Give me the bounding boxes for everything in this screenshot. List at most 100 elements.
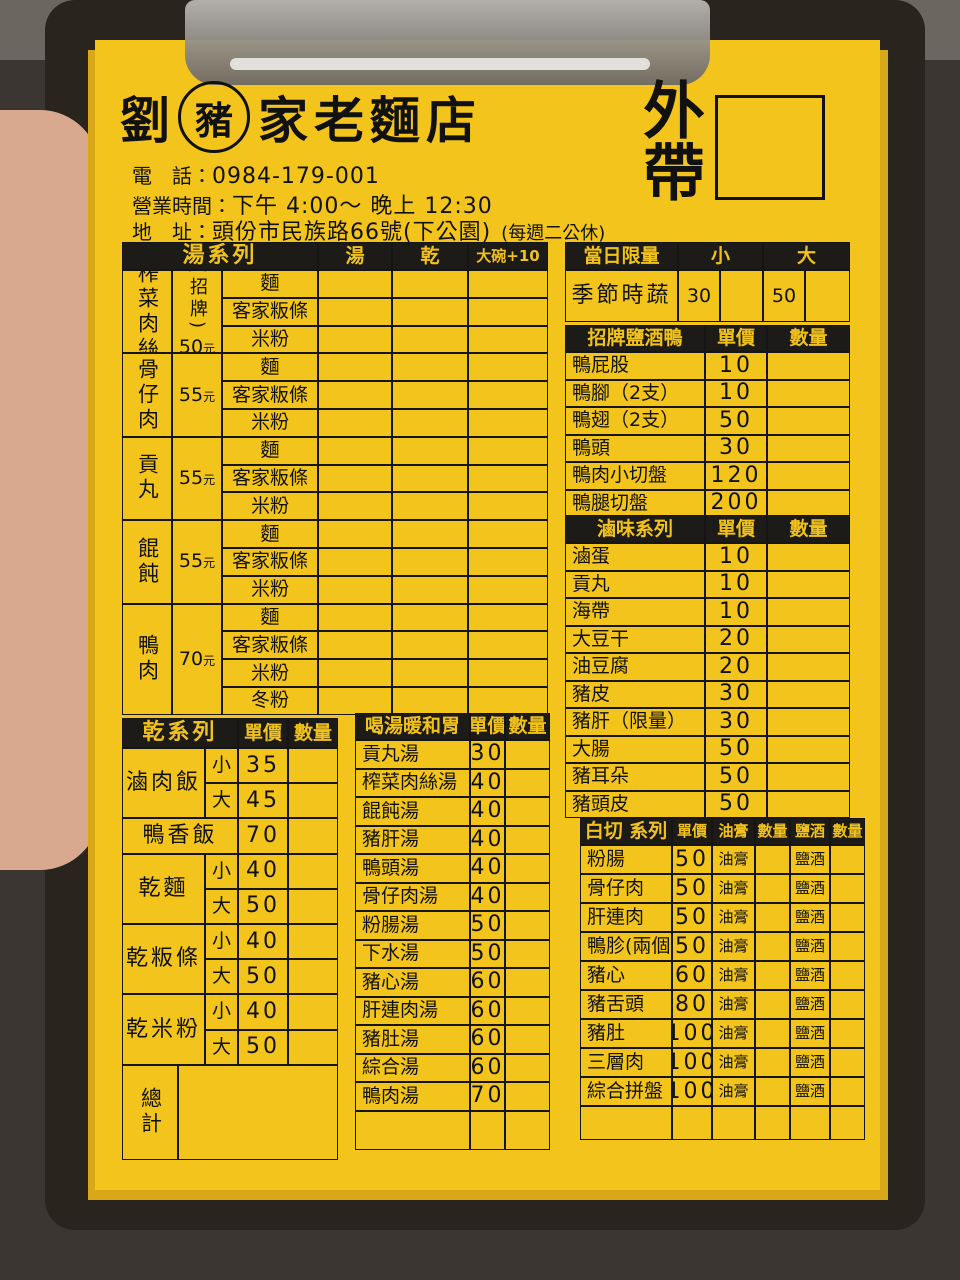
section-title: 喝湯暖和胃 [355,713,470,740]
info-value: 0984-179-001 [212,164,380,189]
empty-cell [767,680,850,708]
shop-name-rest: 家老麵店 [258,91,482,150]
option: 客家粄條 [222,381,318,409]
empty-cell [288,748,338,784]
empty-cell [318,548,392,576]
empty-cell [830,1048,865,1077]
empty-cell [755,990,790,1019]
price-cell: 55元 [172,353,222,437]
empty-cell [830,903,865,932]
column-header: 大碗+10 [468,242,548,270]
item-name: 骨仔肉 [122,353,172,437]
item-name: 海帶 [565,598,705,626]
empty-cell [318,409,392,437]
price: 35 [238,748,288,784]
empty-cell [830,845,865,874]
empty-cell [505,882,550,911]
item-name: 骨仔肉 [580,874,672,903]
price: 50 [178,336,204,354]
cell-text: 40 [470,825,505,854]
cell-text: 40 [470,882,505,911]
empty-cell [468,436,548,465]
empty-cell [755,1048,790,1077]
empty-cell [468,381,548,409]
empty-cell [468,353,548,382]
size: 小 [205,853,238,889]
empty-cell [755,961,790,990]
cell-text: 60 [470,996,505,1025]
item-name: 豬肝（限量） [565,708,705,736]
empty-cell [288,959,338,995]
empty-cell [767,598,850,626]
empty-cell [288,994,338,1030]
cell-text: 40 [470,797,505,826]
empty-cell [318,603,392,632]
empty-cell [755,845,790,874]
option: 客家粄條 [222,548,318,576]
empty-cell [755,874,790,903]
cell-text: 50 [672,845,712,874]
column-header: 數量 [767,515,850,543]
empty-cell [468,325,548,354]
price: 40 [238,994,288,1030]
item-name: 豬心 [580,961,672,990]
empty-cell [288,818,338,854]
cell-text: 10 [705,352,767,380]
column-header: 乾 [392,242,468,270]
empty-cell [318,659,392,687]
item-name: 骨仔肉湯 [355,882,470,911]
empty-cell [505,768,550,797]
empty-cell [288,853,338,889]
column-header: 單價 [672,818,712,845]
empty-cell [468,687,548,715]
info-value: 頭份市民族路66號(下公園) [212,220,492,245]
empty-cell [830,961,865,990]
cell-text: 鹽酒 [790,961,830,990]
price: 50 [763,270,805,322]
empty-cell [468,270,548,298]
price: 55 [178,466,204,489]
column-header: 大 [763,242,850,270]
empty-cell [392,492,468,521]
price-unit: 元 [203,472,216,487]
empty-cell [505,740,550,769]
takeout-box [715,95,825,200]
empty-cell [468,464,548,493]
cell-text: 60 [672,961,712,990]
cell-text: 60 [470,968,505,997]
takeout-label: 外帶 [632,78,705,202]
item-name: 豬肚 [580,1019,672,1048]
option: 客家粄條 [222,631,318,660]
price-unit: 元 [203,342,216,354]
item-name: 季節時蔬 [565,270,678,322]
price-unit: 元 [203,389,216,404]
empty-cell [767,407,850,435]
cell-text: 50 [470,939,505,968]
price-cell: 55元 [172,436,222,521]
cell-text: 20 [705,653,767,681]
size: 小 [205,994,238,1030]
option: 米粉 [222,575,318,604]
price-wrap: 55元 [179,385,216,405]
empty-cell [505,939,550,968]
item-name: 餛飩湯 [355,797,470,826]
item-name: 下水湯 [355,939,470,968]
price-cell: (招牌) 50元 [172,270,222,354]
empty-cell [392,520,468,548]
section-title: 滷味系列 [565,515,705,543]
cell-text: 鹽酒 [790,874,830,903]
hand [0,110,100,870]
empty-cell [392,270,468,298]
empty-cell [805,270,850,322]
empty-cell [505,1082,550,1111]
empty-cell [392,297,468,326]
price: 40 [238,853,288,889]
empty-cell [767,653,850,681]
empty-cell [392,603,468,632]
item-name: 鴨香飯 [122,818,238,854]
item-name: 鴨腳（2支） [565,379,705,407]
cell-text: 鹽酒 [790,1077,830,1106]
empty-cell [468,548,548,576]
